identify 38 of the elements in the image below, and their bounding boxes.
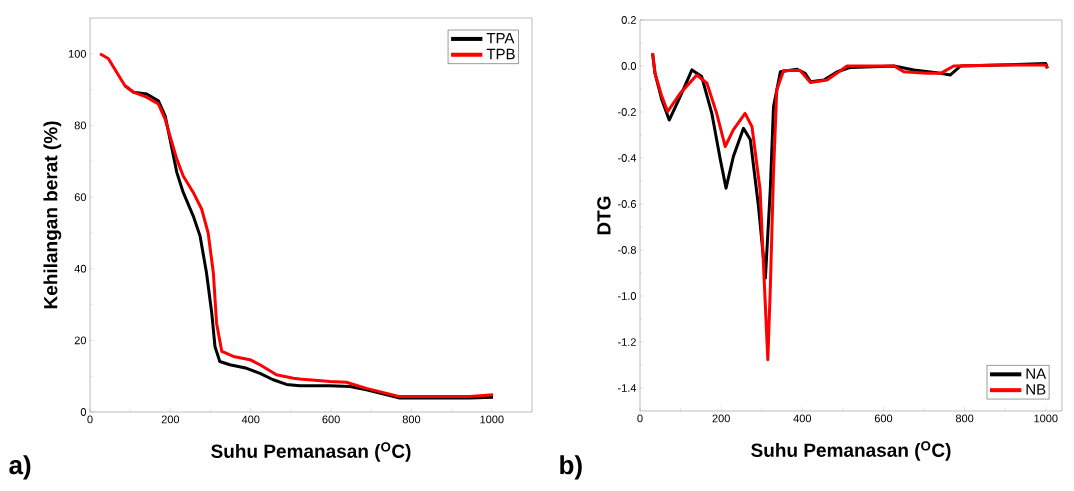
- y-tick-label: 100: [68, 49, 87, 58]
- y-tick-label: -1.4: [618, 384, 637, 392]
- y-tick-label: 20: [74, 336, 87, 345]
- y-tick-label: -1.2: [618, 338, 636, 346]
- line-series: [651, 51, 1049, 362]
- y-tick-label: 0.2: [621, 16, 636, 24]
- y-tick-label: -0.6: [618, 200, 636, 208]
- x-tick-label: 0: [637, 414, 643, 423]
- y-axis-title: Kehilangan berat (%): [43, 121, 62, 309]
- y-tick-label: 0.0: [621, 62, 637, 70]
- x-tick-label: 400: [793, 414, 812, 423]
- text: a): [9, 455, 31, 480]
- y-tick-label: -1.0: [618, 292, 637, 300]
- y-tick-label: -0.4: [618, 154, 637, 162]
- x-tick-label: 600: [322, 415, 340, 424]
- y-tick-label: 40: [74, 264, 87, 273]
- x-tick-label: 0: [87, 415, 93, 424]
- y-tick-label: 60: [74, 193, 87, 201]
- x-tick-label: 800: [955, 414, 974, 423]
- x-tick-label: 200: [712, 414, 730, 423]
- x-tick-label: 1000: [1034, 414, 1058, 423]
- legend-label: NB: [1026, 384, 1046, 395]
- x-tick-label: 800: [402, 415, 421, 424]
- x-axis-title: Suhu Pemanasan ($^{O}$C): [211, 442, 411, 462]
- text: b): [560, 455, 582, 480]
- legend-label: TPA: [486, 33, 515, 44]
- x-tick-label: 1000: [480, 415, 504, 424]
- y-axis-title: DTG: [597, 196, 611, 235]
- y-tick-label: -0.8: [618, 246, 636, 254]
- x-tick-label: 400: [241, 415, 260, 424]
- y-tick-label: -0.2: [618, 108, 636, 116]
- x-axis-title: Suhu Pemanasan ($^{O}$C): [751, 441, 951, 461]
- y-tick-label: 0: [80, 408, 87, 416]
- legend-label: NA: [1026, 368, 1047, 379]
- y-tick-label: 80: [74, 121, 87, 130]
- x-tick-label: 200: [161, 415, 180, 424]
- legend-label: TPB: [486, 48, 515, 60]
- x-tick-label: 600: [874, 414, 893, 423]
